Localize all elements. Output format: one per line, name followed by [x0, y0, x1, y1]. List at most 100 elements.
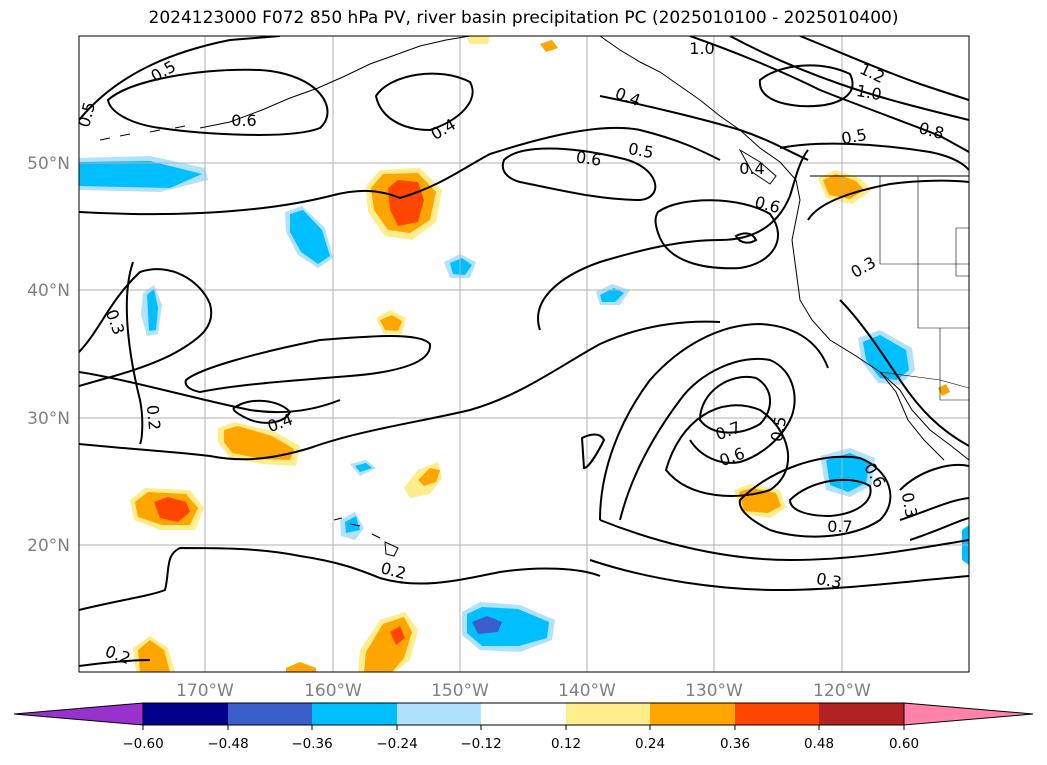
colorbar-extend-left	[13, 702, 144, 726]
contour-0	[79, 36, 281, 121]
longitude-labels: 170°W 160°W 150°W 140°W 130°W 120°W	[176, 681, 871, 701]
contour-label-23: 0.7	[827, 517, 852, 536]
colorbar-segment-2	[228, 703, 312, 725]
lon-label-140w: 140°W	[558, 681, 616, 701]
colorbar-tick-label-1: −0.48	[207, 736, 248, 752]
contour-4	[501, 147, 657, 202]
contour-23	[79, 659, 151, 667]
contour-19	[738, 455, 892, 538]
shade-pos-11	[418, 468, 440, 486]
lon-label-150w: 150°W	[431, 681, 489, 701]
shade-pos-20	[138, 640, 170, 672]
contour-21	[899, 464, 969, 541]
contour-22	[79, 546, 601, 611]
map-title: 2024123000 F072 850 hPa PV, river basin …	[148, 8, 899, 28]
shade-pos-4	[380, 315, 402, 331]
contour-15	[698, 375, 771, 434]
coastline-alaska	[199, 36, 471, 129]
contour-9	[79, 371, 341, 414]
contour-17	[589, 559, 969, 592]
colorbar-tick-label-4: −0.12	[460, 736, 501, 752]
shade-neg-7	[147, 289, 158, 331]
shade-neg-5	[450, 258, 472, 275]
coastline-baja	[879, 371, 945, 461]
lake-box	[955, 227, 969, 277]
shade-pos-18	[390, 626, 405, 645]
shade-neg-1	[79, 161, 202, 188]
map-content: 0.5 0.5 0.6 0.4 0.4 1.0 1.2 1.0 0.8 0.5 …	[74, 36, 969, 672]
contour-25	[729, 36, 969, 121]
coastlines	[99, 36, 969, 557]
colorbar-outline	[142, 702, 905, 726]
contour-label-5: 1.0	[689, 39, 714, 58]
shade-pos-6	[224, 426, 294, 460]
contour-32	[580, 433, 606, 470]
map-frame	[78, 35, 970, 673]
shade-pos-23	[540, 40, 558, 52]
contour-7	[125, 261, 144, 445]
colorbar-segment-9	[819, 703, 904, 725]
colorbar: −0.60 −0.48 −0.36 −0.24 −0.12 0.12 0.24 …	[13, 702, 1034, 752]
contour-label-22: 0.3	[898, 491, 921, 519]
colorbar-ticks	[142, 725, 905, 730]
contour-18	[599, 519, 969, 562]
coastline-bc-alaska-panhandle	[599, 36, 801, 241]
contour-label-9: 0.5	[840, 125, 868, 148]
colorbar-segment-1	[143, 703, 228, 725]
shade-pos-24	[938, 384, 950, 396]
lon-label-160w: 160°W	[304, 681, 362, 701]
latitude-labels: 50°N 40°N 30°N 20°N	[27, 154, 70, 556]
lon-label-170w: 170°W	[176, 681, 234, 701]
colorbar-tick-label-6: 0.24	[635, 736, 665, 752]
shade-pos-2	[388, 180, 424, 226]
colorbar-extend-right	[903, 702, 1034, 726]
shade-neg-16	[355, 463, 372, 472]
colorbar-tick-label-9: 0.60	[889, 736, 919, 752]
contour-label-1: 0.5	[74, 100, 99, 130]
coastline-us-west	[791, 239, 969, 461]
shade-pos-21	[286, 662, 316, 672]
gridlines	[79, 36, 969, 672]
colorbar-segment-7	[650, 703, 735, 725]
contour-2	[374, 72, 474, 132]
shade-pos-22	[466, 36, 490, 44]
contour-1	[106, 68, 329, 136]
contour-33	[734, 232, 758, 244]
lat-label-50: 50°N	[27, 154, 70, 174]
shade-neg-3	[290, 210, 330, 264]
contour-12	[537, 149, 809, 331]
contour-label-16: 0.2	[143, 404, 164, 431]
coastline-vancouver-island	[738, 148, 777, 185]
contour-label-25: 0.3	[815, 569, 843, 592]
contour-label-10: 0.6	[575, 147, 603, 169]
colorbar-segment-6	[566, 703, 650, 725]
colorbar-tick-label-3: −0.24	[376, 736, 417, 752]
border-mexico	[879, 371, 969, 389]
lat-label-40: 40°N	[27, 281, 70, 301]
contour-28	[779, 142, 969, 171]
contour-label-2: 0.6	[231, 111, 256, 130]
contour-3	[79, 126, 721, 216]
colorbar-segment-5	[481, 703, 566, 725]
contour-10	[232, 399, 292, 424]
colorbar-tick-label-0: −0.60	[122, 736, 163, 752]
contour-label-7: 1.0	[855, 81, 883, 104]
shade-neg-21	[472, 616, 502, 634]
contour-27	[758, 64, 854, 108]
contour-29	[599, 95, 809, 161]
pv-contours	[79, 36, 969, 667]
contour-16	[664, 404, 789, 497]
contour-30	[807, 179, 969, 221]
contour-5	[654, 199, 780, 270]
colorbar-segment-3	[312, 703, 397, 725]
colorbar-segment-4	[397, 703, 481, 725]
contour-20	[788, 478, 872, 518]
contour-14	[619, 357, 796, 521]
colorbar-tick-label-2: −0.36	[291, 736, 332, 752]
colorbar-tick-labels: −0.60 −0.48 −0.36 −0.24 −0.12 0.12 0.24 …	[122, 736, 919, 752]
contour-11	[79, 320, 721, 461]
contour-24	[689, 36, 969, 153]
colorbar-segment-8	[735, 703, 819, 725]
lat-label-30: 30°N	[27, 409, 70, 429]
